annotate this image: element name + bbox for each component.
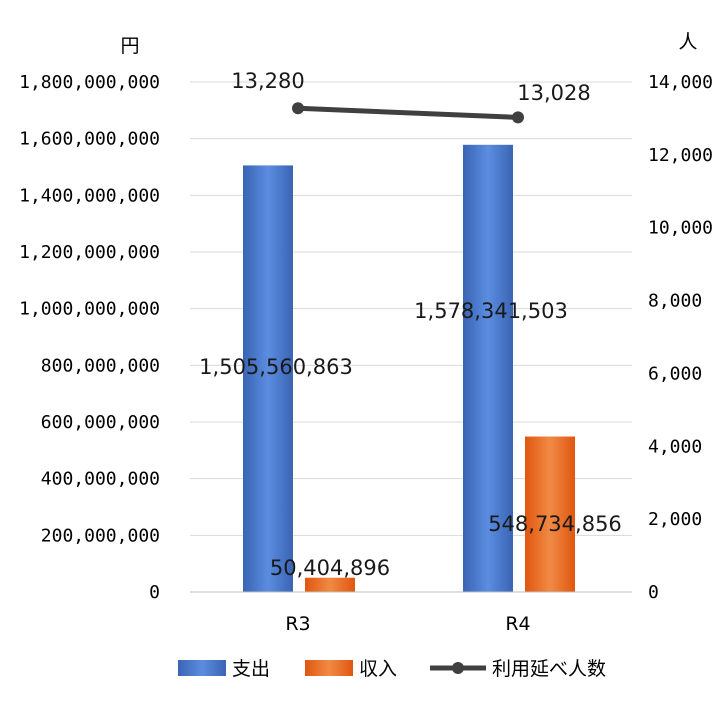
x-tick-label: R4	[505, 613, 530, 635]
legend-label: 支出	[232, 658, 270, 680]
y-right-tick-label: 14,000	[648, 72, 713, 93]
line-point	[512, 111, 524, 124]
y-right-tick-label: 4,000	[648, 436, 702, 457]
data-labels: 1,505,560,863 1,578,341,503 50,404,896 548,…	[199, 69, 622, 580]
bar-1-1	[525, 436, 575, 592]
legend-label: 利用延べ人数	[492, 658, 606, 680]
y-right-tick-label: 12,000	[648, 145, 713, 166]
bar-data-label: 1,505,560,863	[199, 355, 353, 379]
y-left-tick-label: 1,200,000,000	[19, 242, 160, 263]
line-point	[292, 102, 304, 115]
line-series	[292, 102, 524, 124]
y-right-tick-label: 2,000	[648, 509, 702, 530]
line-data-label: 13,280	[231, 69, 304, 93]
bar-data-label: 1,578,341,503	[414, 299, 568, 323]
y-left-tick-label: 1,600,000,000	[19, 129, 160, 150]
y-left-tick-label: 1,000,000,000	[19, 299, 160, 320]
bar-1-0	[305, 577, 355, 592]
series-line	[295, 105, 521, 120]
y-left-tick-label: 600,000,000	[41, 412, 160, 433]
x-tick-label: R3	[285, 613, 310, 635]
line-data-label: 13,028	[517, 81, 590, 105]
y-right-tick-label: 6,000	[648, 363, 702, 384]
y-right-tick-label: 0	[648, 582, 659, 603]
legend: 支出 収入 利用延べ人数	[178, 658, 606, 680]
legend-swatch-0	[178, 660, 226, 676]
legend-marker-2	[452, 662, 464, 674]
bar-data-label: 548,734,856	[488, 512, 622, 536]
bar-series	[243, 144, 575, 593]
y-left-tick-label: 1,800,000,000	[19, 72, 160, 93]
legend-label: 収入	[359, 658, 397, 680]
y-right-unit-label: 人	[678, 31, 697, 53]
bar-0-1	[463, 144, 513, 593]
y-left-tick-label: 1,400,000,000	[19, 185, 160, 206]
bar-data-label: 50,404,896	[270, 556, 390, 580]
y-left-tick-label: 0	[149, 582, 160, 603]
y-right-tick-label: 10,000	[648, 218, 713, 239]
y-left-unit-label: 円	[120, 35, 139, 57]
axes: 0 200,000,000 400,000,000 600,000,000 800,00…	[19, 31, 713, 635]
y-left-tick-label: 200,000,000	[41, 525, 160, 546]
bar-0-0	[243, 165, 293, 592]
legend-swatch-1	[305, 660, 353, 676]
y-left-tick-label: 800,000,000	[41, 355, 160, 376]
y-right-tick-label: 8,000	[648, 291, 702, 312]
y-left-tick-label: 400,000,000	[41, 469, 160, 490]
